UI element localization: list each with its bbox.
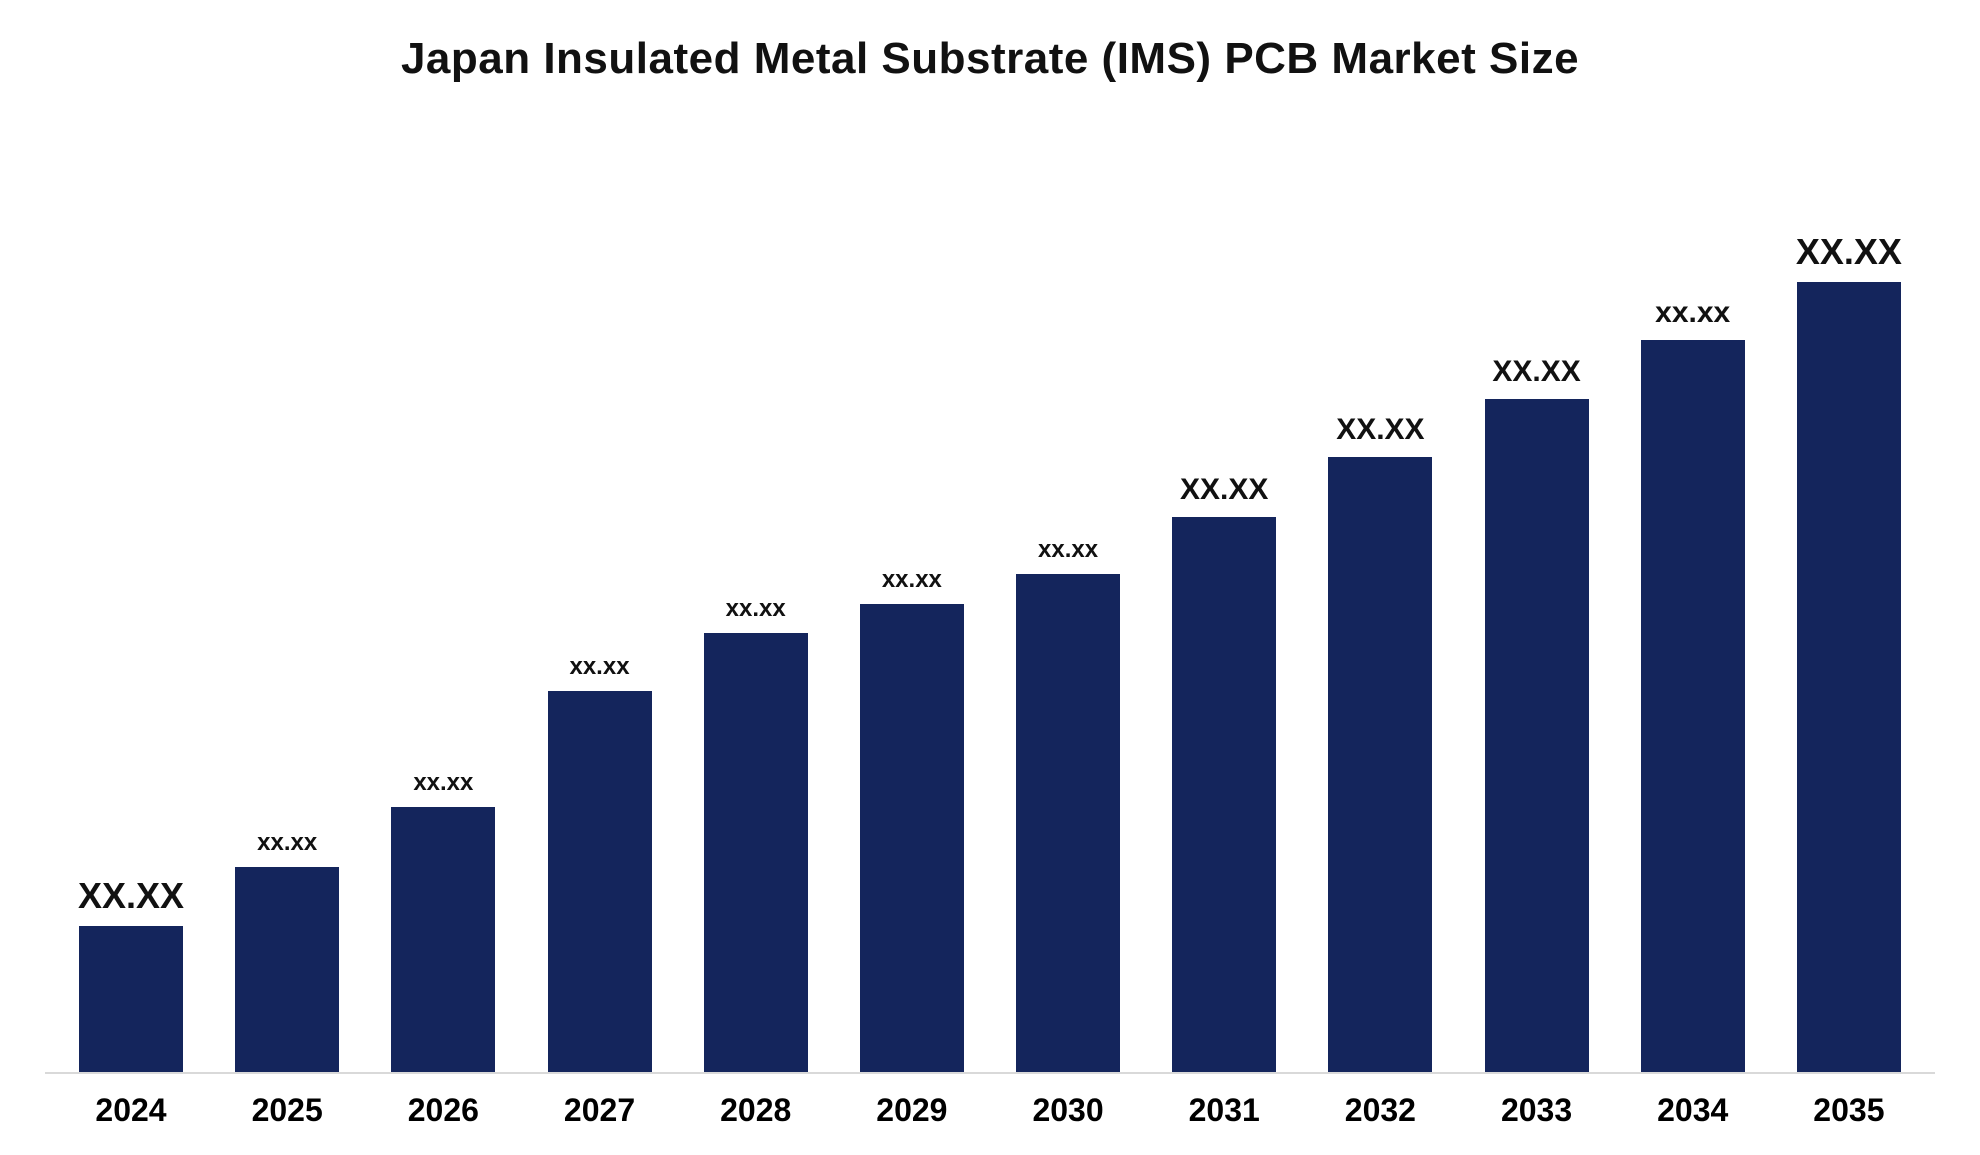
bar-value-label: xx.xx xyxy=(1038,536,1099,564)
bar-column: XX.XX xyxy=(1163,472,1285,1072)
bar-column: xx.xx xyxy=(226,828,348,1072)
x-axis-label: 2032 xyxy=(1344,1092,1416,1128)
x-axis-label: 2024 xyxy=(95,1092,167,1128)
bar-column: xx.xx xyxy=(695,594,817,1072)
bar-column: xx.xx xyxy=(539,655,661,1072)
bar-column: XX.XX xyxy=(1319,415,1441,1072)
bar xyxy=(1328,457,1433,1072)
bar-column: XX.XX xyxy=(1788,234,1910,1072)
bar-value-label: XX.XX xyxy=(1180,472,1269,506)
bar-value-label: xx.xx xyxy=(413,769,474,797)
x-axis-label: 2027 xyxy=(563,1092,636,1128)
bar-column: xx.xx xyxy=(1632,298,1754,1072)
bar xyxy=(391,807,496,1072)
bar-column: xx.xx xyxy=(1007,538,1129,1072)
x-axis-label: 2035 xyxy=(1813,1092,1885,1128)
bar-value-label: XX.XX xyxy=(1492,354,1581,388)
bar-value-label: xx.xx xyxy=(1655,296,1731,330)
bar-value-label: xx.xx xyxy=(257,828,318,856)
x-axis-label: 2028 xyxy=(720,1092,792,1128)
bars-row: XX.XX xx.xx xx.xx xx.xx xx.xx xx.xx xx.x… xyxy=(70,192,1910,1072)
x-axis-labels: 2024 2025 2026 2027 2028 2029 2030 2031 2032 2033… xyxy=(70,1074,1910,1129)
bar-column: xx.xx xyxy=(382,771,504,1072)
plot-area: XX.XX xx.xx xx.xx xx.xx xx.xx xx.xx xx.x… xyxy=(0,84,1980,1155)
bar xyxy=(859,603,964,1072)
x-axis-label: 2030 xyxy=(1032,1092,1104,1128)
bar xyxy=(1640,340,1745,1072)
bar xyxy=(1796,282,1901,1072)
bar xyxy=(1172,516,1277,1072)
bar-value-label: xx.xx xyxy=(881,565,942,593)
bar xyxy=(1016,574,1121,1072)
bar-column: XX.XX xyxy=(1476,354,1598,1072)
bar-value-label: xx.xx xyxy=(569,653,630,681)
bar-value-label: XX.XX xyxy=(1336,413,1425,447)
bar-column: XX.XX xyxy=(70,874,192,1072)
bar-column: xx.xx xyxy=(851,565,973,1072)
chart-title: Japan Insulated Metal Substrate (IMS) PC… xyxy=(400,34,1580,83)
bar-value-label: xx.xx xyxy=(725,594,786,622)
bar xyxy=(235,866,340,1072)
bar xyxy=(547,691,652,1072)
x-axis-label: 2034 xyxy=(1657,1092,1729,1128)
x-axis-label: 2031 xyxy=(1188,1092,1260,1128)
bar-value-label: XX.XX xyxy=(77,874,185,916)
bar-value-label: XX.XX xyxy=(1795,231,1902,272)
bar xyxy=(703,632,808,1072)
x-axis-label: 2026 xyxy=(407,1092,479,1128)
x-axis-label: 2029 xyxy=(876,1092,948,1128)
x-axis-line xyxy=(45,1072,1935,1074)
x-axis-label: 2025 xyxy=(251,1092,323,1128)
x-axis-label: 2033 xyxy=(1500,1092,1573,1128)
bar xyxy=(79,925,183,1072)
bar xyxy=(1484,398,1589,1072)
